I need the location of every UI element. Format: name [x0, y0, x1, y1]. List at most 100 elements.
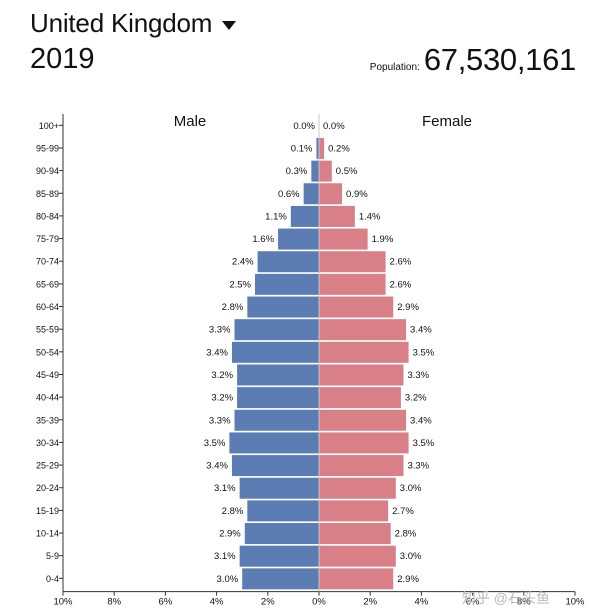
data-label-male: 2.5%: [229, 279, 251, 290]
data-label-female: 3.4%: [410, 325, 432, 336]
data-label-female: 2.9%: [397, 302, 419, 313]
data-label-female: 3.0%: [400, 483, 422, 494]
data-label-male: 3.0%: [217, 574, 239, 585]
bar-female: [319, 296, 394, 318]
bar-male: [257, 251, 319, 273]
bar-female: [319, 568, 394, 590]
bar-male: [244, 523, 319, 545]
y-tick-label: 80-84: [36, 211, 59, 221]
x-tick-label: 0%: [312, 597, 326, 608]
data-label-male: 0.1%: [291, 143, 313, 154]
bar-male: [237, 387, 319, 409]
y-tick-label: 5-9: [46, 551, 59, 561]
y-tick-label: 30-34: [36, 438, 59, 448]
data-label-female: 1.9%: [372, 234, 394, 245]
y-tick-label: 40-44: [36, 393, 59, 403]
bar-male: [239, 477, 319, 499]
series-label-female: Female: [422, 113, 472, 130]
data-label-male: 2.4%: [232, 257, 254, 268]
y-tick-label: 60-64: [36, 302, 59, 312]
bar-female: [319, 432, 409, 454]
bar-female: [319, 477, 396, 499]
bar-male: [247, 296, 319, 318]
y-tick-label: 95-99: [36, 143, 59, 153]
data-label-male: 3.1%: [214, 483, 236, 494]
data-label-male: 1.6%: [252, 234, 274, 245]
bar-male: [247, 500, 319, 522]
y-tick-label: 10-14: [36, 529, 59, 539]
y-tick-label: 15-19: [36, 506, 59, 516]
y-tick-label: 55-59: [36, 325, 59, 335]
bar-female: [319, 319, 407, 341]
data-label-male: 0.0%: [293, 121, 315, 132]
x-tick-label: 2%: [261, 597, 275, 608]
data-label-male: 3.1%: [214, 551, 236, 562]
x-tick-label: 4%: [210, 597, 224, 608]
series-label-male: Male: [174, 113, 207, 130]
bar-female: [319, 160, 332, 182]
y-tick-label: 50-54: [36, 347, 59, 357]
bar-female: [319, 273, 386, 295]
y-tick-label: 75-79: [36, 234, 59, 244]
x-tick-label: 10%: [565, 597, 585, 608]
y-tick-label: 70-74: [36, 257, 59, 267]
data-label-male: 0.3%: [286, 166, 308, 177]
x-tick-label: 6%: [466, 597, 480, 608]
bar-male: [234, 409, 319, 431]
x-tick-label: 2%: [363, 597, 377, 608]
data-label-male: 1.1%: [265, 211, 287, 222]
data-label-female: 3.3%: [407, 461, 429, 472]
population-block: Population: 67,530,161: [369, 42, 577, 78]
data-label-female: 3.4%: [410, 415, 432, 426]
data-label-male: 3.3%: [209, 415, 231, 426]
bar-female: [319, 364, 404, 386]
bar-female: [319, 137, 325, 159]
data-label-male: 0.6%: [278, 189, 300, 200]
bar-male: [231, 455, 319, 477]
bar-female: [319, 545, 396, 567]
bar-male: [311, 160, 319, 182]
bar-female: [319, 228, 368, 250]
country-title[interactable]: United Kingdom: [30, 8, 213, 38]
bar-male: [255, 273, 319, 295]
bar-female: [319, 387, 401, 409]
x-tick-label: 4%: [415, 597, 429, 608]
data-label-male: 3.4%: [206, 347, 228, 358]
bar-male: [316, 137, 319, 159]
y-tick-label: 100+: [39, 121, 59, 131]
x-tick-label: 6%: [159, 597, 173, 608]
x-tick-label: 10%: [53, 597, 73, 608]
y-tick-label: 65-69: [36, 279, 59, 289]
data-label-female: 3.5%: [413, 347, 435, 358]
data-label-female: 2.6%: [390, 257, 412, 268]
data-label-female: 0.9%: [346, 189, 368, 200]
population-label: Population:: [369, 62, 420, 73]
data-label-male: 3.4%: [206, 461, 228, 472]
data-label-male: 3.2%: [211, 393, 233, 404]
country-selector[interactable]: United Kingdom: [30, 8, 237, 39]
bar-female: [319, 500, 389, 522]
y-tick-label: 20-24: [36, 483, 59, 493]
y-tick-label: 25-29: [36, 461, 59, 471]
data-label-female: 3.2%: [405, 393, 427, 404]
data-label-male: 3.5%: [204, 438, 226, 449]
data-label-female: 2.6%: [390, 279, 412, 290]
y-tick-label: 0-4: [46, 574, 59, 584]
data-label-female: 1.4%: [359, 211, 381, 222]
data-label-female: 3.0%: [400, 551, 422, 562]
bar-female: [319, 251, 386, 273]
data-label-female: 2.8%: [395, 529, 417, 540]
y-tick-label: 85-89: [36, 189, 59, 199]
bar-male: [239, 545, 319, 567]
bar-male: [242, 568, 319, 590]
bar-female: [319, 455, 404, 477]
data-label-female: 3.3%: [407, 370, 429, 381]
bar-female: [319, 205, 355, 227]
data-label-female: 3.5%: [413, 438, 435, 449]
bar-male: [231, 341, 319, 363]
data-label-female: 0.0%: [323, 121, 345, 132]
bar-female: [319, 183, 343, 205]
data-label-female: 2.9%: [397, 574, 419, 585]
dropdown-caret-icon[interactable]: [222, 21, 237, 30]
